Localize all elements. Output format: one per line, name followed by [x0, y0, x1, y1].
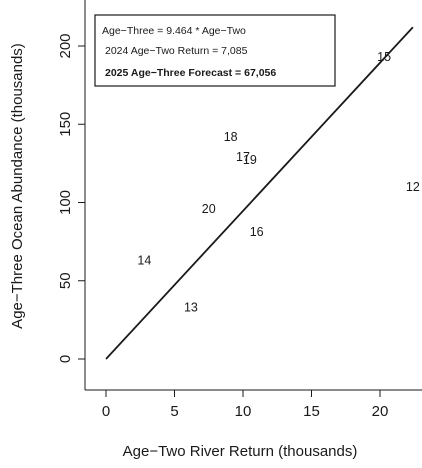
point-label-15: 15 — [377, 50, 391, 64]
point-label-14: 14 — [137, 253, 151, 267]
y-tick-label: 150 — [57, 112, 74, 137]
point-label-16: 16 — [250, 225, 264, 239]
y-axis-title: Age−Three Ocean Abundance (thousands) — [9, 43, 26, 329]
x-tick-label: 5 — [170, 403, 178, 420]
legend-2024-return: 2024 Age−Two Return = 7,085 — [105, 45, 248, 57]
legend-box: Age−Three = 9.464 * Age−Two 2024 Age−Two… — [94, 14, 336, 87]
legend-2025-forecast: 2025 Age−Three Forecast = 67,056 — [105, 67, 276, 79]
x-axis-title: Age−Two River Return (thousands) — [123, 443, 358, 460]
x-tick-label: 15 — [303, 403, 320, 420]
plot-frame — [84, 0, 422, 391]
point-label-13: 13 — [184, 300, 198, 314]
point-label-17: 17 — [236, 150, 250, 164]
x-tick-label: 10 — [235, 403, 252, 420]
legend-equation: Age−Three = 9.464 * Age−Two — [102, 25, 246, 37]
y-tick-label: 200 — [57, 33, 74, 58]
y-axis-ticks: 0 50 100 150 200 — [57, 33, 85, 363]
x-tick-label: 20 — [372, 403, 389, 420]
y-tick-label: 100 — [57, 190, 74, 215]
y-tick-label: 0 — [57, 355, 74, 363]
point-label-19: 19 — [243, 153, 257, 167]
regression-line — [105, 26, 414, 360]
legend-frame — [94, 14, 336, 87]
point-label-18: 18 — [224, 130, 238, 144]
point-label-12: 12 — [406, 180, 420, 194]
x-tick-label: 0 — [102, 403, 110, 420]
y-tick-label: 50 — [57, 272, 74, 289]
point-label-20: 20 — [202, 202, 216, 216]
x-axis-ticks: 0 5 10 15 20 — [102, 390, 389, 420]
